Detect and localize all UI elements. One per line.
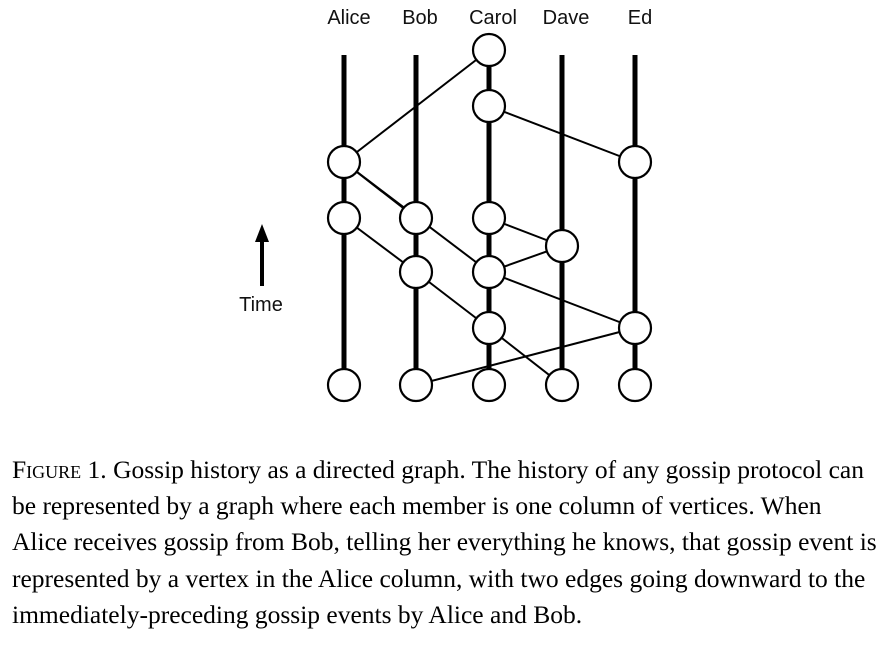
- event-vertex-ed: [617, 367, 653, 403]
- event-vertex-carol: [471, 32, 507, 68]
- member-label-alice: Alice: [327, 7, 370, 29]
- event-vertex-bob: [398, 254, 434, 290]
- gossip-edge: [415, 327, 636, 386]
- gossip-edge: [343, 49, 490, 163]
- figure-caption: Figure 1. Gossip history as a directed g…: [12, 452, 878, 633]
- caption-text: Gossip history as a directed graph. The …: [12, 455, 877, 629]
- event-vertex-alice: [326, 367, 362, 403]
- event-vertex-carol: [471, 254, 507, 290]
- time-arrow-icon: [255, 224, 269, 286]
- event-vertex-ed: [617, 310, 653, 346]
- gossip-graph-diagram: Alice Bob Carol Dave Ed Time: [239, 7, 653, 403]
- gossip-edge: [488, 271, 636, 329]
- time-label: Time: [239, 294, 283, 316]
- gossip-edge: [488, 105, 636, 163]
- member-label-dave: Dave: [543, 7, 590, 29]
- figure-label: Figure 1.: [12, 455, 107, 484]
- event-vertex-carol: [471, 310, 507, 346]
- event-vertex-carol: [471, 367, 507, 403]
- member-label-carol: Carol: [469, 7, 517, 29]
- event-vertex-ed: [617, 144, 653, 180]
- member-label-ed: Ed: [628, 7, 652, 29]
- member-label-bob: Bob: [402, 7, 438, 29]
- event-vertex-bob: [398, 367, 434, 403]
- event-vertex-bob: [398, 200, 434, 236]
- event-vertex-alice: [326, 144, 362, 180]
- event-vertex-carol: [471, 88, 507, 124]
- event-vertex-alice: [326, 200, 362, 236]
- event-vertex-carol: [471, 200, 507, 236]
- event-vertex-dave: [544, 367, 580, 403]
- event-vertex-dave: [544, 228, 580, 264]
